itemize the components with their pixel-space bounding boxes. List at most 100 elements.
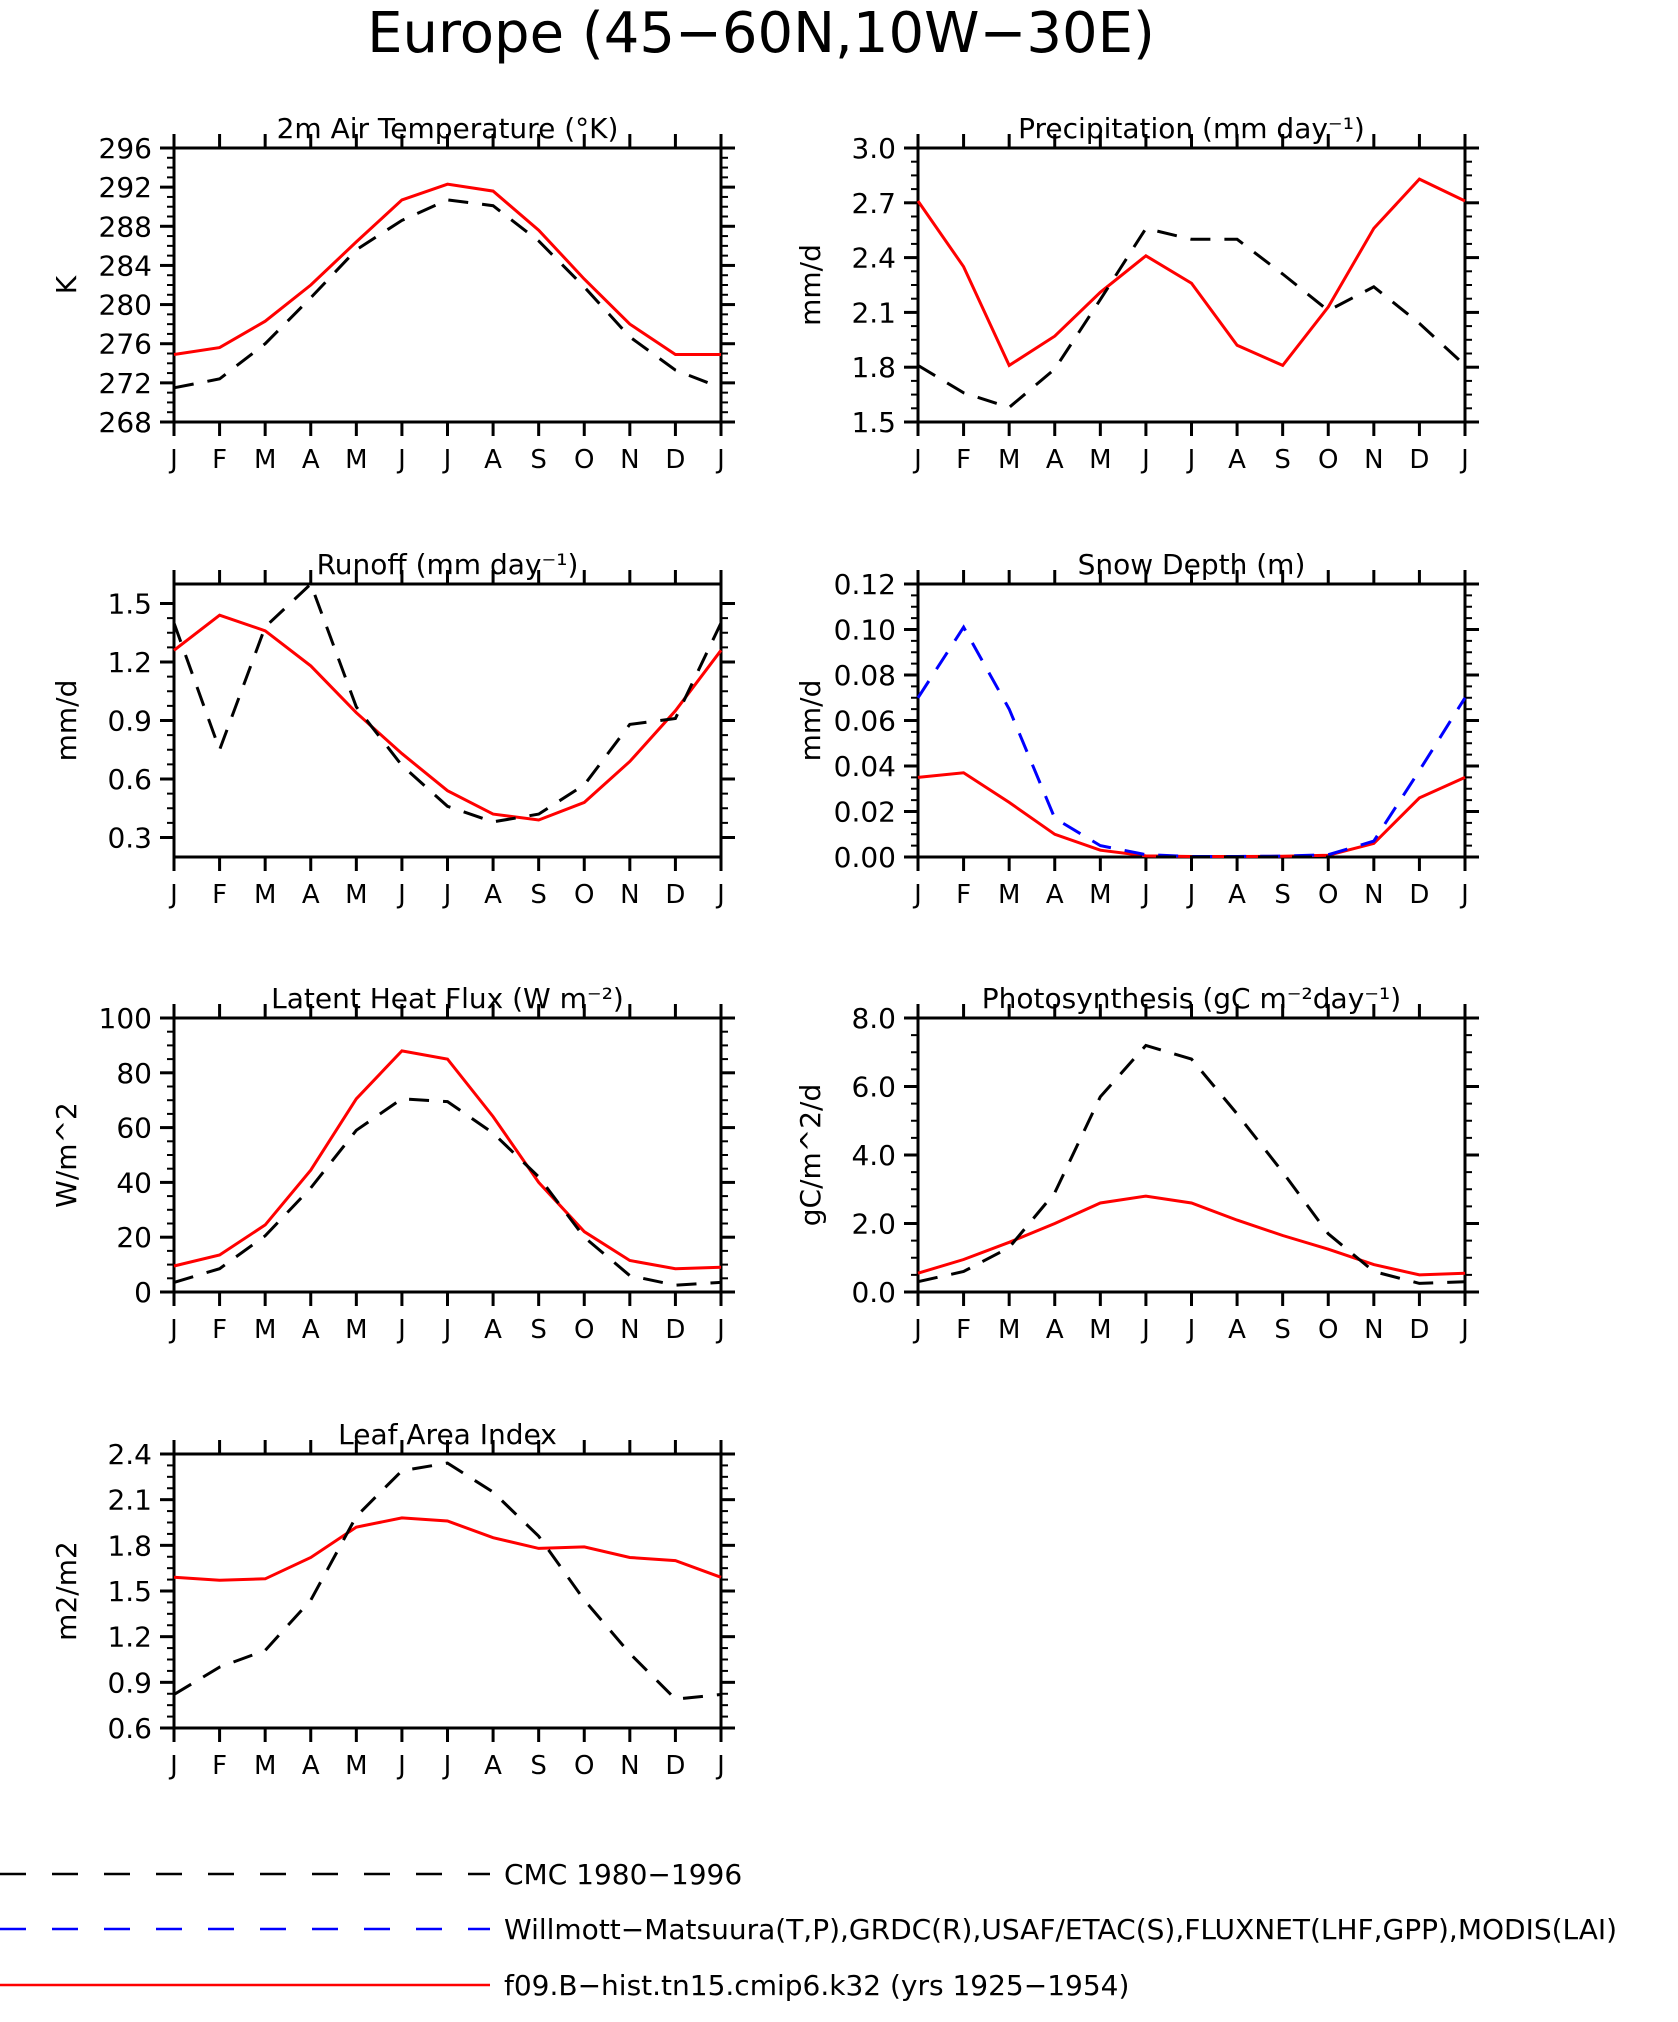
x-tick-label: J <box>912 880 922 910</box>
series-line-1 <box>917 771 1466 858</box>
y-tick-label: 4.0 <box>851 1139 896 1172</box>
y-tick-label: 280 <box>99 289 152 322</box>
legend-label-2: Willmott−Matsuura(T,P),GRDC(R),USAF/ETAC… <box>504 1913 1617 1946</box>
x-tick-label: J <box>1140 445 1150 475</box>
plot-frame <box>172 146 723 424</box>
x-tick-label: D <box>665 1315 685 1345</box>
x-tick-label: F <box>212 1315 227 1345</box>
x-tick-label: J <box>168 1315 178 1345</box>
y-tick-label: 0.04 <box>834 750 896 783</box>
y-tick-label: 284 <box>99 249 152 282</box>
x-tick-label: N <box>620 1751 639 1781</box>
plot-frame <box>172 582 723 859</box>
y-tick-label: 2.0 <box>851 1208 896 1241</box>
legend-label-1: CMC 1980−1996 <box>504 1858 742 1891</box>
x-tick-label: J <box>168 445 178 475</box>
series-line-1 <box>173 1516 722 1582</box>
x-tick-label: J <box>396 880 406 910</box>
x-tick-label: F <box>956 880 971 910</box>
y-tick-label: 1.8 <box>851 351 896 384</box>
x-tick-label: N <box>1364 1315 1383 1345</box>
y-axis-label: W/m^2 <box>50 1102 83 1208</box>
chart-panel-6: Photosynthesis (gC m⁻²day⁻¹)gC/m^2/dJ F M A… <box>794 982 1479 1345</box>
x-tick-label: M <box>998 1315 1020 1345</box>
y-tick-label: 20 <box>116 1221 152 1254</box>
y-tick-label: 40 <box>116 1166 152 1199</box>
y-tick-label: 8.0 <box>851 1002 896 1035</box>
x-tick-label: O <box>574 445 594 475</box>
y-tick-label: 0.0 <box>851 1276 896 1309</box>
x-tick-label: J <box>715 445 725 475</box>
x-tick-label: A <box>1228 880 1246 910</box>
x-tick-label: J <box>442 445 452 475</box>
y-tick-label: 0.3 <box>107 822 152 855</box>
x-tick-label: A <box>302 445 320 475</box>
figure-title: Europe (45−60N,10W−30E) <box>367 1 1155 66</box>
x-tick-label: J <box>442 880 452 910</box>
x-tick-label: F <box>956 1315 971 1345</box>
x-tick-label: J <box>442 1751 452 1781</box>
x-tick-label: J <box>912 1315 922 1345</box>
y-tick-label: 1.2 <box>107 646 152 679</box>
x-tick-label: D <box>665 880 685 910</box>
chart-panel-4: Snow Depth (m)mm/dJ F M A M J J A S O N D J0.000.020… <box>794 548 1479 910</box>
y-tick-label: 0.10 <box>834 614 896 647</box>
x-tick-label: F <box>212 880 227 910</box>
x-tick-label: J <box>396 1751 406 1781</box>
y-tick-label: 276 <box>99 328 152 361</box>
series-line-2 <box>173 198 722 390</box>
chart-panels: 2m Air Temperature (°K)KJ F M A M J J A S O N D J268… <box>50 112 1479 1781</box>
x-tick-label: F <box>212 1751 227 1781</box>
y-tick-label: 0.08 <box>834 659 896 692</box>
y-tick-label: 0.9 <box>107 705 152 738</box>
x-tick-label: J <box>1186 445 1196 475</box>
series-line-2 <box>917 1043 1466 1285</box>
y-tick-label: 60 <box>116 1112 152 1145</box>
x-tick-label: A <box>1228 445 1246 475</box>
x-tick-label: D <box>1409 1315 1429 1345</box>
x-tick-label: A <box>302 1315 320 1345</box>
series-line-2 <box>917 226 1467 410</box>
x-tick-label: A <box>302 1751 320 1781</box>
x-tick-label: O <box>574 1315 594 1345</box>
x-tick-label: A <box>1046 1315 1064 1345</box>
x-tick-label: S <box>530 1315 547 1345</box>
x-tick-label: F <box>212 445 227 475</box>
y-tick-label: 0.06 <box>834 705 896 738</box>
x-tick-label: J <box>1459 445 1469 475</box>
x-tick-label: J <box>1186 1315 1196 1345</box>
x-tick-label: M <box>345 880 367 910</box>
y-tick-label: 0 <box>134 1276 152 1309</box>
y-tick-label: 1.5 <box>107 588 152 621</box>
x-tick-label: M <box>254 880 276 910</box>
y-tick-label: 6.0 <box>851 1071 896 1104</box>
y-axis-label: mm/d <box>794 680 827 762</box>
chart-panel-1: 2m Air Temperature (°K)KJ F M A M J J A S O N D J268… <box>50 112 735 475</box>
y-tick-label: 2.7 <box>851 187 896 220</box>
x-tick-label: S <box>1274 1315 1291 1345</box>
x-tick-label: S <box>1274 880 1291 910</box>
x-tick-label: N <box>1364 880 1383 910</box>
y-tick-label: 2.4 <box>851 242 896 275</box>
x-tick-label: A <box>1046 445 1064 475</box>
y-axis-label: m2/m2 <box>50 1541 83 1641</box>
x-tick-label: A <box>1228 1315 1246 1345</box>
x-tick-label: M <box>345 445 367 475</box>
x-tick-label: J <box>1140 880 1150 910</box>
y-tick-label: 1.8 <box>107 1529 152 1562</box>
y-tick-label: 100 <box>99 1002 152 1035</box>
x-tick-label: D <box>1409 445 1429 475</box>
chart-panel-5: Latent Heat Flux (W m⁻²)W/m^2J F M A M J J A S O N… <box>50 982 735 1345</box>
x-tick-label: M <box>998 445 1020 475</box>
series-line-2 <box>172 581 723 824</box>
x-tick-label: M <box>254 445 276 475</box>
series-line-1 <box>917 1194 1466 1277</box>
x-tick-label: S <box>530 445 547 475</box>
x-tick-label: J <box>396 445 406 475</box>
x-tick-label: M <box>345 1315 367 1345</box>
x-tick-label: A <box>484 880 502 910</box>
x-tick-label: O <box>574 880 594 910</box>
x-tick-label: J <box>715 1315 725 1345</box>
